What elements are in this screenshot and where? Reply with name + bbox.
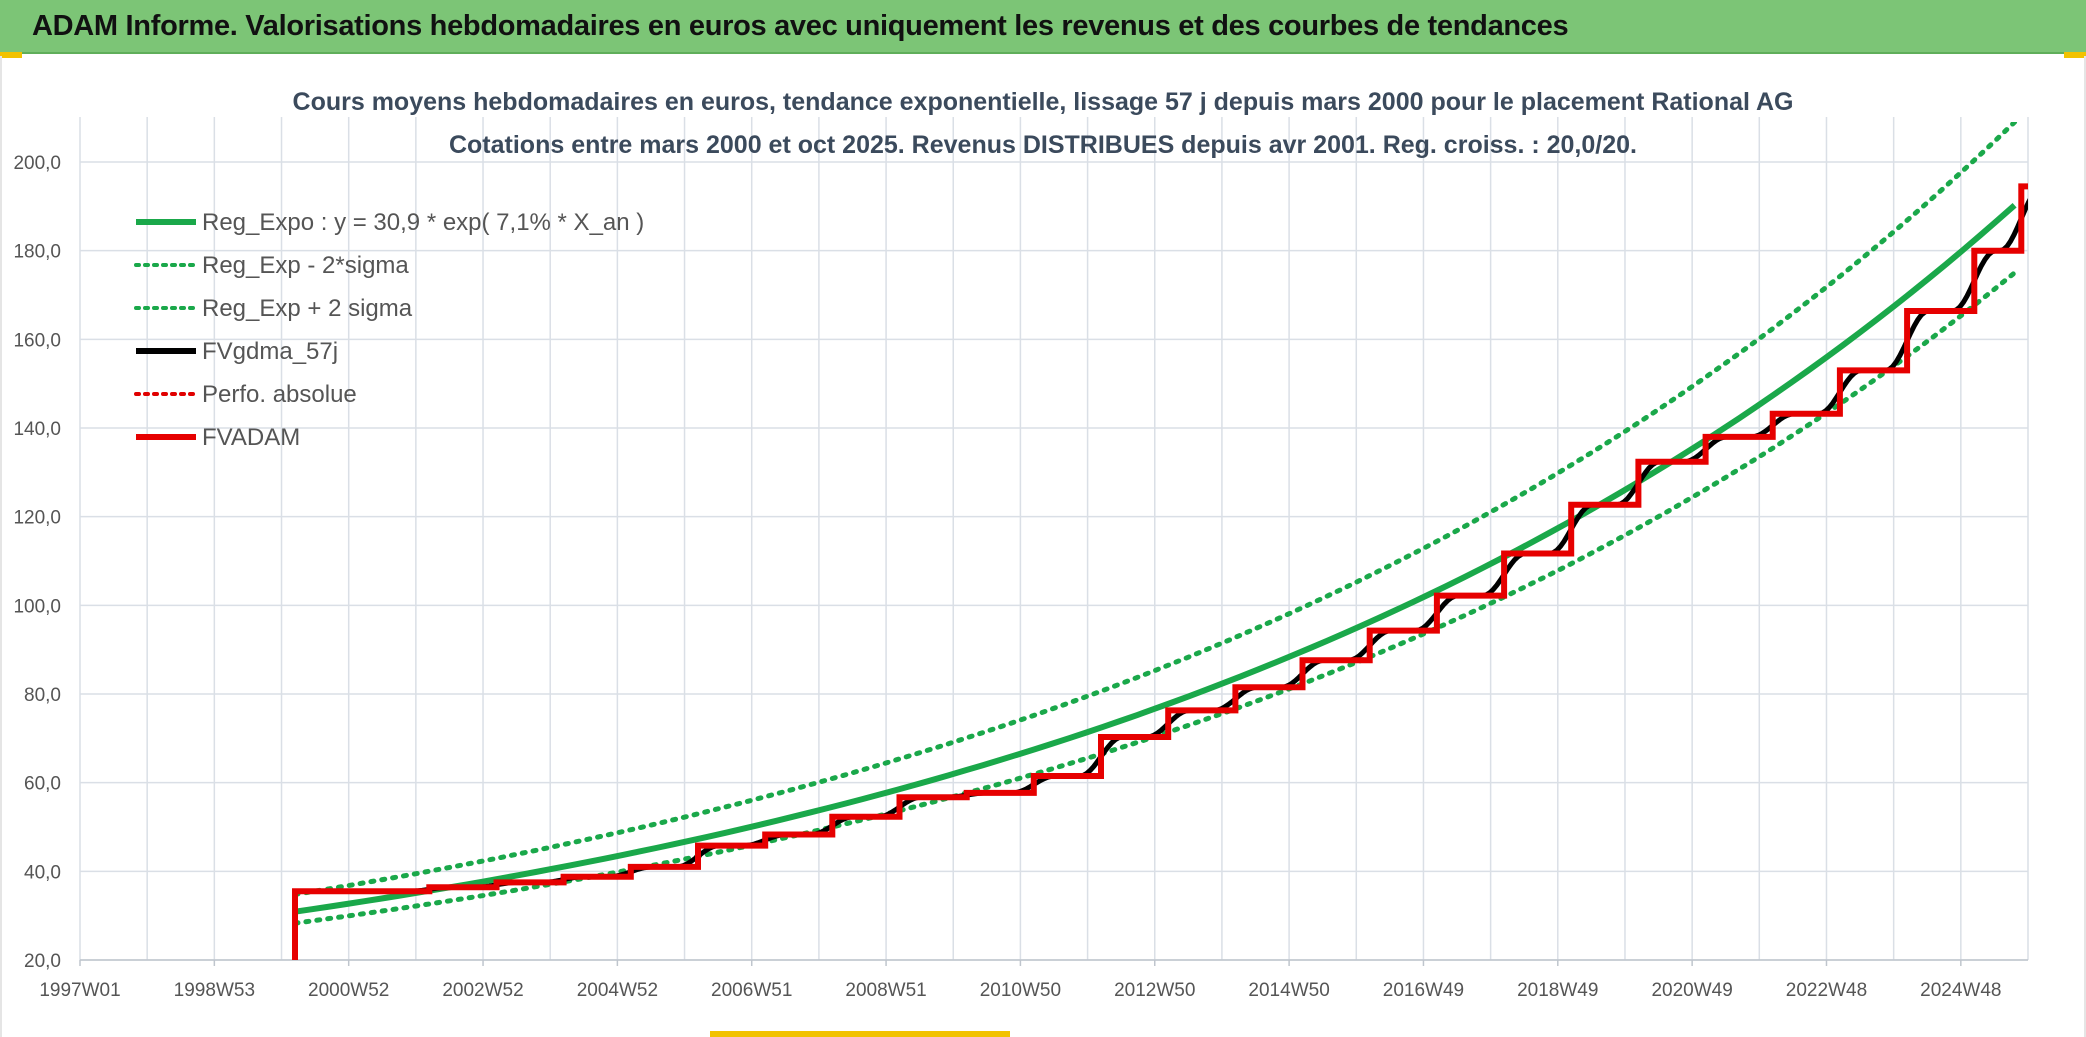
- report-banner: ADAM Informe. Valorisations hebdomadaire…: [0, 0, 2086, 54]
- x-tick-label: 2004W52: [577, 980, 658, 1001]
- series-group: [292, 122, 2028, 960]
- y-tick-label: 140,0: [13, 419, 61, 440]
- bottom-accent: [710, 1031, 1010, 1037]
- series-regression: [294, 202, 2017, 915]
- x-tick-label: 2010W50: [980, 980, 1061, 1001]
- y-tick-label: 60,0: [24, 774, 61, 795]
- chart-subtitle: Cotations entre mars 2000 et oct 2025. R…: [448, 131, 1637, 159]
- chart-frame: [0, 56, 2086, 1037]
- x-tick-label: 1997W01: [39, 980, 120, 1001]
- y-tick-label: 200,0: [13, 153, 61, 174]
- y-tick-label: 80,0: [24, 685, 61, 706]
- legend-label: FVADAM: [202, 424, 300, 451]
- y-tick-label: 120,0: [13, 508, 61, 529]
- x-tick-label: 2012W50: [1114, 980, 1195, 1001]
- x-tick-label: 2006W51: [711, 980, 792, 1001]
- x-tick-label: 1998W53: [174, 980, 255, 1001]
- x-tick-label: 2024W48: [1920, 980, 2001, 1001]
- series-fvgdma-57j: [295, 183, 2028, 894]
- x-tick-label: 2020W49: [1651, 980, 1732, 1001]
- y-tick-label: 180,0: [13, 242, 61, 263]
- x-tick-label: 2014W50: [1248, 980, 1329, 1001]
- y-tick-label: 160,0: [13, 330, 61, 351]
- legend-label: Reg_Expo : y = 30,9 * exp( 7,1% * X_an ): [202, 209, 644, 236]
- x-tick-label: 2002W52: [442, 980, 523, 1001]
- y-tick-label: 20,0: [24, 951, 61, 972]
- report-title: ADAM Informe. Valorisations hebdomadaire…: [32, 10, 1569, 42]
- legend-label: Reg_Exp + 2 sigma: [202, 295, 413, 322]
- legend-label: Reg_Exp - 2*sigma: [202, 252, 409, 279]
- chart-title: Cours moyens hebdomadaires en euros, ten…: [292, 88, 1794, 116]
- x-tick-label: 2022W48: [1786, 980, 1867, 1001]
- x-tick-label: 2016W49: [1383, 980, 1464, 1001]
- y-tick-label: 40,0: [24, 862, 61, 883]
- legend-label: Perfo. absolue: [202, 381, 357, 408]
- corner-mark-right: [2064, 52, 2086, 58]
- x-tick-label: 2008W51: [845, 980, 926, 1001]
- legend-label: FVgdma_57j: [202, 338, 338, 365]
- series-upper-band: [292, 122, 2018, 897]
- x-tick-label: 2000W52: [308, 980, 389, 1001]
- corner-mark-left: [0, 52, 22, 58]
- x-tick-label: 2018W49: [1517, 980, 1598, 1001]
- series-fvadam: [292, 183, 2028, 960]
- y-tick-label: 100,0: [13, 596, 61, 617]
